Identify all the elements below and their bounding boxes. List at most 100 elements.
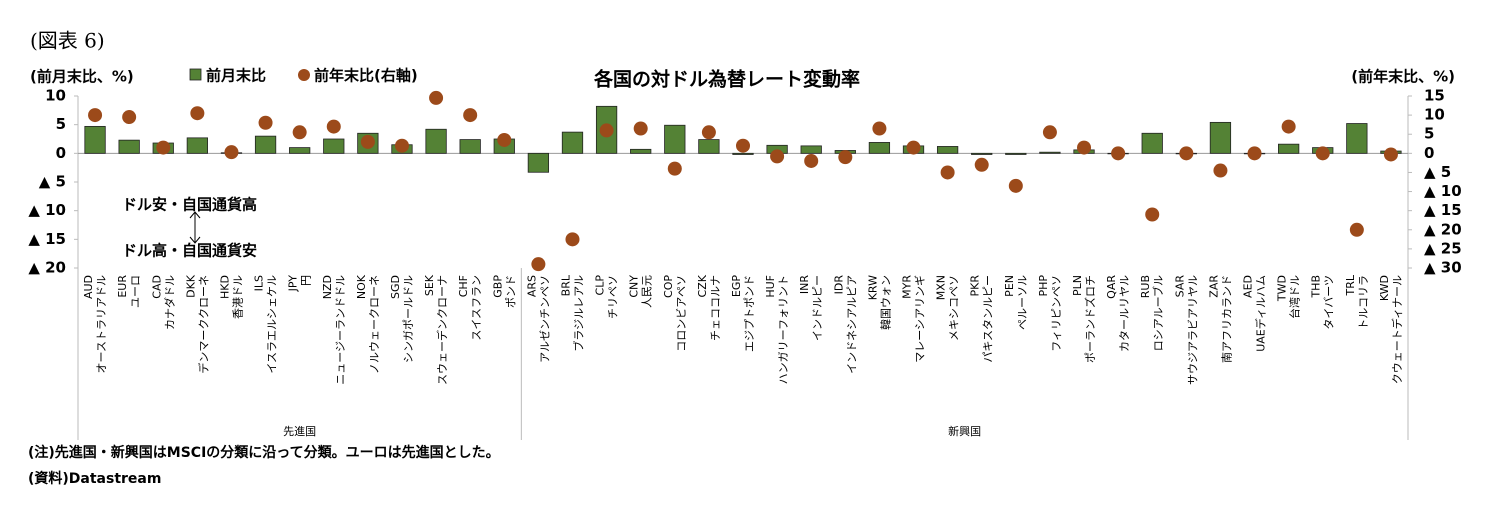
x-tick-label: ブラジルレアル xyxy=(571,275,585,352)
x-tick-label: ペルーソル xyxy=(1016,275,1029,330)
dot xyxy=(531,257,546,272)
y2-tick-label: 0 xyxy=(1424,144,1434,162)
x-tick-label: KRW xyxy=(866,275,879,300)
dot xyxy=(88,108,103,123)
x-tick-label: ZAR xyxy=(1207,275,1220,298)
x-tick-label: AUD xyxy=(82,275,95,299)
dot xyxy=(497,132,512,147)
y-tick-label: 10 xyxy=(45,87,66,105)
x-tick-label: インドルピー xyxy=(811,275,824,341)
bar xyxy=(800,145,822,154)
x-tick-label: ARS xyxy=(525,275,538,297)
x-tick-label: UAEディルハム xyxy=(1254,275,1268,352)
x-tick-label: トルコリラ xyxy=(1357,275,1370,330)
x-tick-label: ノルウェークローネ xyxy=(368,275,381,374)
bar xyxy=(1141,132,1163,154)
x-tick-label: JPY xyxy=(287,275,300,293)
x-tick-label: カナダドル xyxy=(162,275,176,330)
x-tick-label: ILS xyxy=(253,275,266,291)
bar xyxy=(1278,143,1300,154)
dot xyxy=(701,125,716,140)
x-tick-label: SAR xyxy=(1173,275,1186,298)
dot xyxy=(190,106,205,121)
x-tick-label: PEN xyxy=(1003,275,1016,297)
x-tick-label: チェココルナ xyxy=(709,275,722,341)
bar xyxy=(732,152,754,155)
x-tick-label: QAR xyxy=(1105,275,1118,299)
y-tick-label: 5 xyxy=(56,115,66,133)
x-tick-label: CHF xyxy=(457,275,470,297)
x-tick-label: EUR xyxy=(116,275,129,298)
x-tick-label: KWD xyxy=(1378,275,1391,301)
x-tick-label: SGD xyxy=(389,275,402,299)
x-tick-label: PKR xyxy=(969,275,982,297)
x-tick-label: サウジアラビアリヤル xyxy=(1186,275,1199,385)
x-tick-label: 人民元 xyxy=(641,275,654,308)
x-tick-label: 台湾ドル xyxy=(1288,275,1302,319)
x-tick-label: CZK xyxy=(696,274,709,297)
bar xyxy=(186,137,208,154)
bar xyxy=(868,142,891,154)
y2-tick-label: 15 xyxy=(1424,87,1445,105)
dot xyxy=(633,121,648,136)
dot xyxy=(974,157,989,172)
x-tick-label: PLN xyxy=(1071,275,1084,296)
y2-tick-label: ▲ 15 xyxy=(1424,201,1462,219)
x-tick-label: イスラエルシェケル xyxy=(266,275,279,374)
x-tick-label: 韓国ウォン xyxy=(879,275,892,330)
dot xyxy=(1145,207,1160,222)
legend-marker xyxy=(189,68,202,81)
dot xyxy=(1008,178,1023,193)
x-tick-label: SEK xyxy=(423,274,436,296)
dot xyxy=(1349,222,1364,237)
dot xyxy=(360,134,375,149)
y2-axis-label: (前年末比、%) xyxy=(1351,68,1455,86)
x-tick-label: スイスフラン xyxy=(470,275,483,341)
dot xyxy=(156,140,171,155)
bar xyxy=(561,131,584,154)
bar xyxy=(527,152,550,173)
x-tick-label: MYR xyxy=(901,275,914,299)
x-tick-label: THB xyxy=(1310,275,1323,299)
bar xyxy=(459,139,481,154)
annotation: ドル高・自国通貨安 xyxy=(122,242,257,260)
x-tick-label: CAD xyxy=(150,275,163,299)
y2-tick-label: ▲ 20 xyxy=(1424,220,1462,238)
x-tick-label: CNY xyxy=(628,275,641,298)
y2-tick-label: ▲ 10 xyxy=(1424,182,1462,200)
x-tick-label: 南アフリカランド xyxy=(1220,275,1233,363)
y-axis-label: (前月末比、%) xyxy=(30,68,134,86)
x-tick-label: AED xyxy=(1242,275,1255,298)
dot xyxy=(258,115,273,130)
y-tick-label: 0 xyxy=(56,144,66,162)
dot xyxy=(1315,146,1330,161)
header: (図表 6) xyxy=(30,29,105,53)
dot xyxy=(1042,125,1057,140)
x-tick-label: PHP xyxy=(1037,275,1050,297)
dot xyxy=(599,123,614,138)
x-tick-label: ロシアルーブル xyxy=(1151,275,1165,351)
dot xyxy=(224,145,239,160)
y-tick-label: ▲ 10 xyxy=(28,201,66,219)
group-label: 新興国 xyxy=(948,424,981,438)
x-tick-label: ポンド xyxy=(504,275,517,308)
dot xyxy=(429,90,444,105)
x-tick-label: HUF xyxy=(764,275,777,298)
x-tick-label: オーストラリアドル xyxy=(95,275,108,373)
dot xyxy=(326,119,341,134)
x-tick-label: コロンビアペソ xyxy=(675,275,688,352)
bar xyxy=(323,138,345,154)
x-tick-label: RUB xyxy=(1139,275,1152,298)
bar xyxy=(425,128,447,154)
bar xyxy=(936,146,959,154)
x-tick-label: BRL xyxy=(559,274,572,296)
y-tick-label: ▲ 20 xyxy=(28,259,66,277)
dot xyxy=(1281,119,1296,134)
dot xyxy=(940,165,955,180)
dot xyxy=(667,161,682,176)
dot xyxy=(565,232,580,247)
dot xyxy=(122,110,137,125)
x-tick-label: NZD xyxy=(321,275,334,299)
group-label: 先進国 xyxy=(283,425,316,438)
x-tick-label: スウェーデンクローナ xyxy=(435,275,449,385)
